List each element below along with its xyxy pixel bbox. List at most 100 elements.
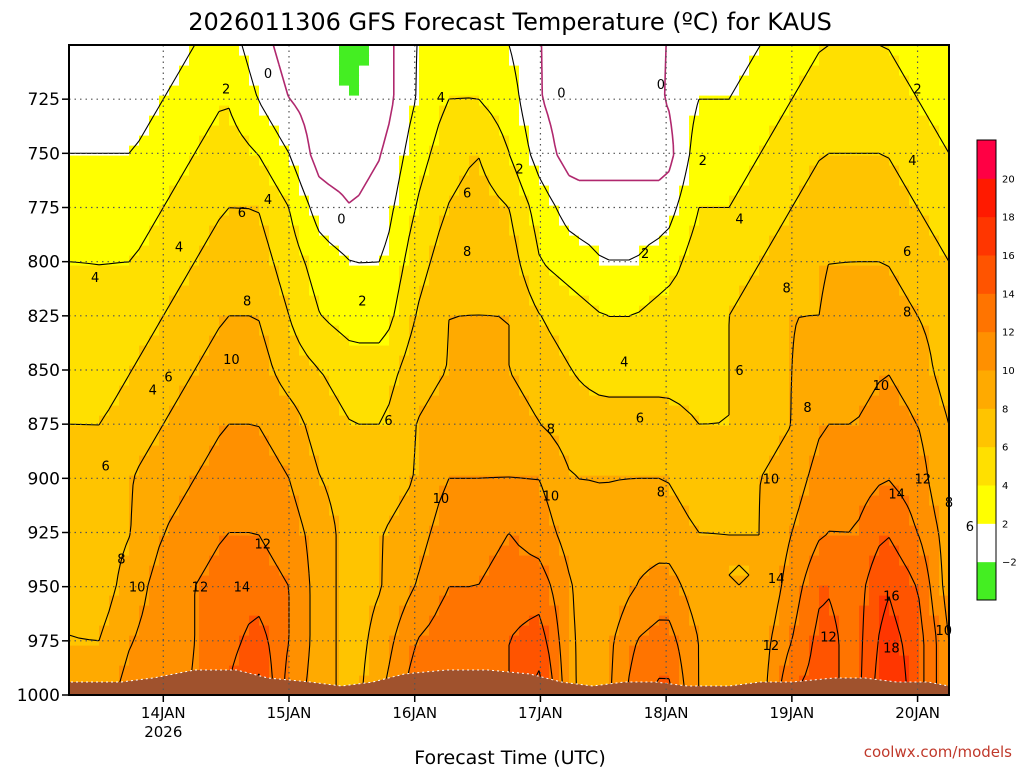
temp-cell [269,265,280,276]
temp-cell [539,195,550,206]
temp-cell [399,275,410,286]
temp-cell [889,495,900,506]
temp-cell [819,365,830,376]
temp-cell [319,605,330,616]
temp-cell [539,325,550,336]
temp-cell [129,415,140,426]
plot-area: 0000222222444444446666666668888888881010… [68,44,974,696]
temp-cell [419,225,430,236]
temp-cell [449,615,460,626]
temp-cell [119,235,130,246]
temp-cell [779,505,790,516]
temp-cell [279,165,290,176]
temp-cell [579,625,590,636]
temp-cell [169,485,180,496]
temp-cell [459,245,470,256]
temp-cell [689,225,700,236]
temp-cell [479,185,490,196]
temp-cell [539,215,550,226]
temp-cell [869,185,880,196]
temp-cell [219,585,230,596]
temp-cell [599,235,610,246]
temp-cell [709,395,720,406]
temp-cell [99,325,110,336]
temp-cell [609,515,620,526]
temp-cell [719,605,730,616]
temp-cell [599,165,610,176]
temp-cell [79,675,90,686]
temp-cell [219,415,230,426]
temp-cell [529,285,540,296]
temp-cell [799,505,810,516]
temp-cell [89,215,100,226]
temp-cell [749,575,760,586]
temp-cell [749,305,760,316]
temp-cell [929,295,940,306]
temp-cell [179,265,190,276]
temp-cell [809,275,820,286]
temp-cell [229,145,240,156]
temp-cell [649,265,660,276]
temp-cell [579,335,590,346]
temp-cell [799,435,810,446]
temp-cell [939,465,950,476]
temp-cell [299,425,310,436]
temp-cell [539,315,550,326]
temp-cell [539,225,550,236]
temp-cell [649,275,660,286]
temp-cell [199,395,210,406]
temp-cell [589,455,600,466]
temp-cell [859,205,870,216]
temp-cell [289,515,300,526]
temp-cell [569,585,580,596]
temp-cell [579,285,590,296]
temp-cell [249,325,260,336]
temp-cell [759,305,770,316]
temp-cell [349,265,360,276]
temp-cell [619,625,630,636]
temp-cell [759,335,770,346]
temp-cell [289,205,300,216]
temp-cell [329,245,340,256]
temp-cell [239,405,250,416]
temp-cell [289,425,300,436]
temp-cell [789,505,800,516]
temp-cell [779,555,790,566]
temp-cell [239,375,250,386]
temp-cell [79,275,90,286]
temp-cell [639,575,650,586]
temp-cell [619,635,630,646]
temp-cell [889,395,900,406]
temp-cell [149,575,160,586]
temp-cell [119,185,130,196]
temp-cell [369,655,380,666]
temp-cell [649,285,660,296]
temp-cell [529,305,540,316]
temp-cell [119,615,130,626]
temp-cell [169,195,180,206]
temp-cell [249,375,260,386]
temp-cell [569,545,580,556]
temp-cell [389,395,400,406]
temp-cell [909,455,920,466]
temp-cell [459,545,470,556]
temp-cell [539,555,550,566]
temp-cell [329,395,340,406]
temp-cell [719,515,730,526]
temp-cell [449,225,460,236]
temp-cell [619,325,630,336]
temp-cell [559,255,570,266]
temp-cell [169,345,180,356]
temp-cell [899,135,910,146]
temp-cell [739,475,750,486]
temp-cell [229,235,240,246]
temp-cell [769,515,780,526]
temp-cell [689,345,700,356]
temp-cell [779,375,790,386]
temp-cell [699,365,710,376]
temp-cell [109,455,120,466]
temp-cell [199,485,210,496]
temp-cell [159,185,170,196]
temp-cell [879,445,890,456]
temp-cell [299,305,310,316]
